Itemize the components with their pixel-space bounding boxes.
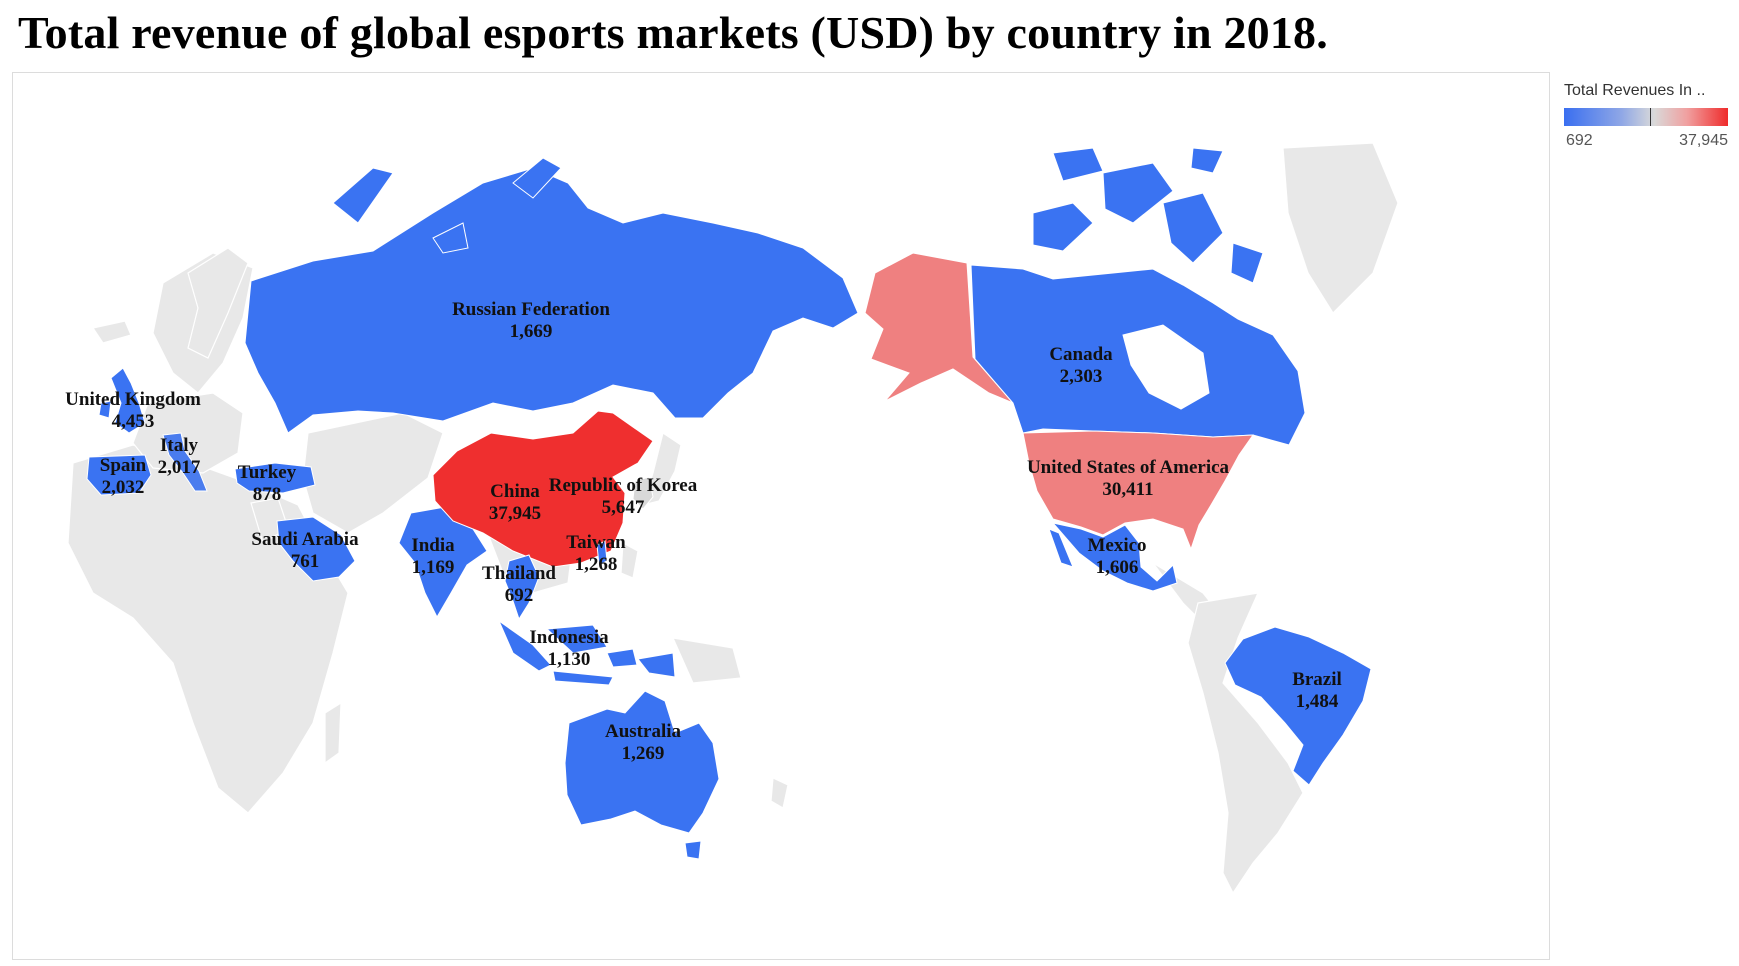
country-brazil[interactable] bbox=[1224, 626, 1372, 786]
label-indonesia-name: Indonesia bbox=[529, 627, 609, 648]
label-italy-value: 2,017 bbox=[158, 457, 201, 478]
label-spain-value: 2,032 bbox=[102, 477, 145, 498]
legend-min-label: 692 bbox=[1566, 132, 1593, 149]
country-usa[interactable] bbox=[1022, 430, 1254, 551]
country-australia-tas[interactable] bbox=[684, 840, 702, 860]
country-taiwan[interactable] bbox=[596, 540, 608, 566]
country-indonesia[interactable] bbox=[497, 619, 676, 686]
label-australia-value: 1,269 bbox=[622, 743, 665, 764]
country-turkey[interactable] bbox=[234, 462, 316, 494]
country-italy[interactable] bbox=[162, 432, 208, 492]
label-korea-value: 5,647 bbox=[602, 497, 645, 518]
world-map[interactable]: Russian Federation 1,669 United Kingdom … bbox=[13, 73, 1549, 959]
label-mexico-name: Mexico bbox=[1087, 535, 1146, 556]
page-title: Total revenue of global esports markets … bbox=[18, 7, 1328, 58]
hudson-bay bbox=[1122, 324, 1210, 410]
country-canada-islands[interactable] bbox=[1032, 147, 1264, 284]
label-brazil-name: Brazil bbox=[1292, 669, 1342, 690]
legend-tick bbox=[1650, 108, 1651, 126]
label-saudi-value: 761 bbox=[291, 551, 320, 572]
country-australia[interactable] bbox=[564, 690, 720, 834]
label-turkey-value: 878 bbox=[253, 484, 282, 505]
country-saudi[interactable] bbox=[276, 516, 356, 582]
label-indonesia-value: 1,130 bbox=[548, 649, 591, 670]
country-korea[interactable] bbox=[632, 476, 654, 510]
label-india-value: 1,169 bbox=[412, 557, 455, 578]
label-canada-name: Canada bbox=[1049, 344, 1113, 365]
label-mexico-value: 1,606 bbox=[1096, 557, 1139, 578]
label-korea-name: Republic of Korea bbox=[549, 475, 698, 496]
country-thailand[interactable] bbox=[504, 554, 540, 621]
label-china-name: China bbox=[490, 481, 540, 502]
map-view[interactable]: Russian Federation 1,669 United Kingdom … bbox=[12, 72, 1550, 960]
label-russia-value: 1,669 bbox=[510, 321, 553, 342]
country-spain[interactable] bbox=[86, 454, 152, 496]
country-russia-islands[interactable] bbox=[332, 157, 562, 254]
label-russia-name: Russian Federation bbox=[452, 299, 610, 320]
country-uk[interactable] bbox=[98, 367, 146, 434]
color-legend: Total Revenues In .. 692 37,945 bbox=[1560, 78, 1732, 158]
label-canada-value: 2,303 bbox=[1060, 366, 1103, 387]
label-brazil-value: 1,484 bbox=[1296, 691, 1339, 712]
label-usa-value: 30,411 bbox=[1102, 479, 1153, 500]
label-australia-name: Australia bbox=[605, 721, 682, 742]
label-uk-value: 4,453 bbox=[112, 411, 155, 432]
label-india-name: India bbox=[411, 535, 455, 556]
label-china-value: 37,945 bbox=[489, 503, 541, 524]
label-turkey-name: Turkey bbox=[238, 462, 297, 483]
country-usa-alaska[interactable] bbox=[864, 252, 1014, 404]
legend-gradient-bar bbox=[1564, 108, 1728, 126]
legend-max-label: 37,945 bbox=[1679, 132, 1728, 149]
label-spain-name: Spain bbox=[100, 455, 147, 476]
country-mexico[interactable] bbox=[1048, 522, 1178, 592]
label-usa-name: United States of America bbox=[1027, 457, 1230, 478]
legend-title[interactable]: Total Revenues In .. bbox=[1564, 82, 1706, 99]
country-russia[interactable] bbox=[244, 167, 859, 434]
country-china[interactable] bbox=[432, 410, 654, 568]
label-thailand-value: 692 bbox=[505, 585, 534, 606]
label-thailand-name: Thailand bbox=[482, 563, 556, 584]
label-taiwan-value: 1,268 bbox=[575, 554, 618, 575]
label-italy-name: Italy bbox=[160, 435, 199, 456]
label-taiwan-name: Taiwan bbox=[566, 532, 626, 553]
label-uk-name: United Kingdom bbox=[65, 389, 201, 410]
label-saudi-name: Saudi Arabia bbox=[251, 529, 359, 550]
